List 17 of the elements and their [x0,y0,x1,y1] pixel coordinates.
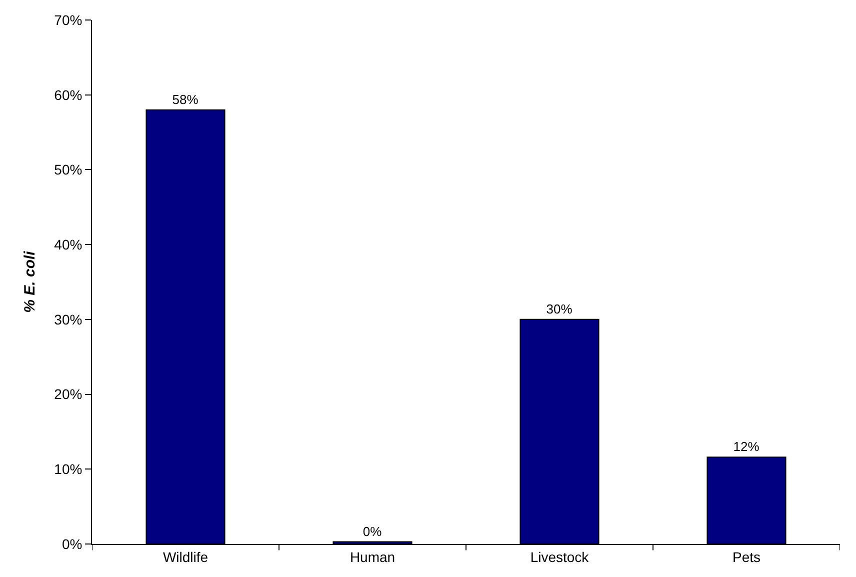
x-tick-label: Human [350,548,396,565]
y-tick-label: 0% [62,536,82,552]
y-tick-label: 70% [54,12,82,28]
data-label: 12% [733,439,760,454]
y-axis-title: % E. coli [21,250,38,313]
y-tick-label: 40% [54,236,82,252]
data-label: 30% [546,301,573,316]
y-tick-label: 30% [54,311,82,328]
y-tick-label: 10% [54,461,82,478]
x-tick-label: Livestock [530,548,590,565]
data-label: 0% [362,524,382,539]
y-tick-label: 20% [54,386,82,402]
y-tick-label: 50% [54,162,82,178]
x-tick-label: Wildlife [162,548,208,565]
y-tick-label: 60% [54,86,82,103]
data-label: 58% [172,92,199,107]
x-tick-label: Pets [732,548,761,565]
